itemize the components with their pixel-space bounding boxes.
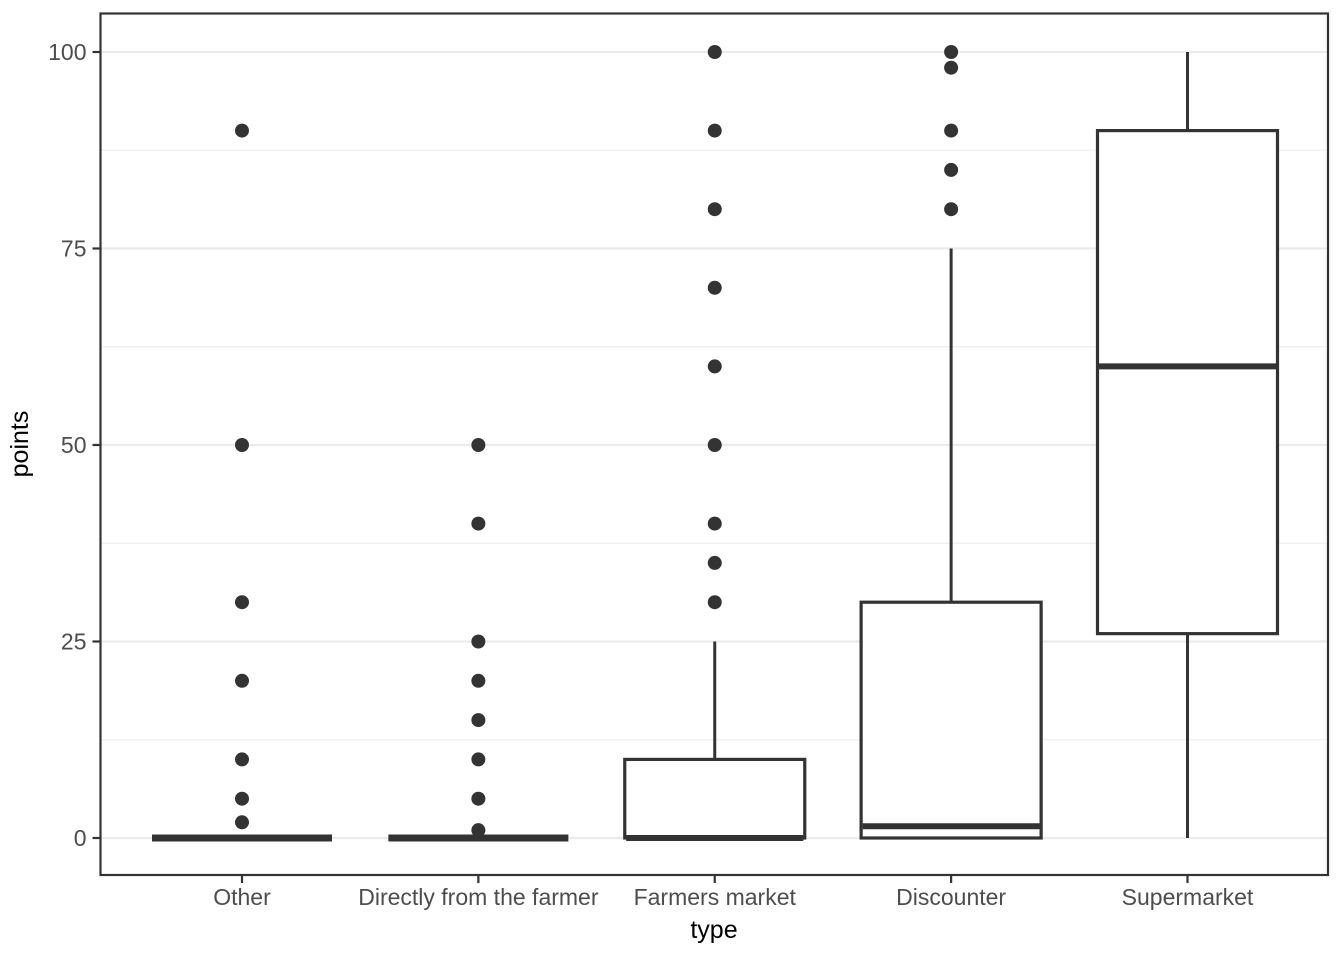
outlier-point [235,815,249,830]
boxplot-directly-from-the-farmer [388,438,569,842]
outlier-point [944,123,959,138]
x-tick-label: Farmers market [634,884,797,910]
outlier-point [707,438,722,452]
iqr-box [623,757,807,840]
outlier-point [707,202,722,217]
outlier-point [944,60,959,75]
boxplots [152,45,1280,842]
outlier-point [235,791,249,806]
y-tick-label: 0 [74,825,87,851]
outlier-point [471,673,486,688]
outlier-point [707,595,722,610]
outlier-point [471,438,486,452]
boxplot-farmers-market [623,45,807,841]
y-tick-label: 50 [61,432,87,458]
x-tick-label: Discounter [896,884,1006,910]
boxplot-other [152,123,332,842]
y-axis-title: points [6,411,34,478]
outlier-point [707,516,722,531]
boxplot-discounter [859,45,1043,840]
y-tick-label: 25 [61,629,87,655]
outlier-point [235,673,249,688]
x-tick-label: Directly from the farmer [358,884,599,910]
outlier-point [471,713,486,728]
outlier-point [471,634,486,649]
outlier-point [471,791,486,806]
boxplot-supermarket [1095,52,1280,838]
x-axis-title: type [690,916,737,944]
axes: 0 25 50 75 100 Other Directly from the farmer F… [48,12,1330,910]
outlier-point [471,516,486,531]
outlier-point [235,752,249,767]
x-tick-label: Other [213,884,271,910]
outlier-point [235,595,249,610]
outlier-point [707,359,722,374]
x-tick-label: Supermarket [1122,884,1254,910]
outlier-point [471,823,486,838]
y-tick-label: 100 [48,39,86,65]
iqr-box [859,600,1043,840]
outlier-point [707,45,722,59]
outlier-point [471,752,486,767]
outlier-point [235,123,249,138]
outlier-point [944,45,959,59]
outlier-point [707,280,722,295]
y-tick-label: 75 [61,236,87,262]
outlier-point [944,162,959,177]
outlier-point [707,555,722,570]
outlier-point [235,438,249,452]
outlier-point [944,202,959,217]
iqr-box [1095,129,1280,636]
outlier-point [707,123,722,138]
